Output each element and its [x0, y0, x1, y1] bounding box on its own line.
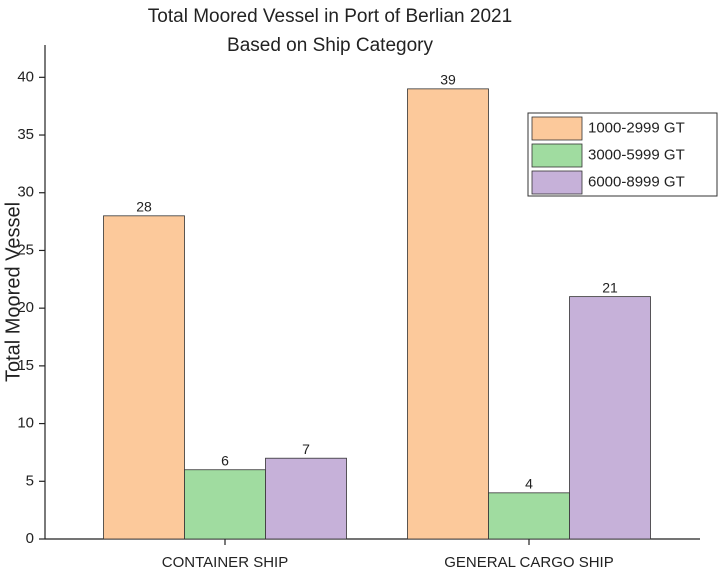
y-tick-label: 10 [17, 415, 34, 432]
y-tick-label: 15 [17, 357, 34, 374]
value-label: 28 [136, 199, 152, 215]
y-axis-title: Total Moored Vessel [2, 202, 24, 382]
y-tick-label: 20 [17, 299, 34, 316]
legend-label: 1000-2999 GT [588, 119, 685, 136]
value-label: 21 [602, 279, 618, 295]
y-tick-label: 30 [17, 184, 34, 201]
y-tick-label: 5 [26, 472, 34, 489]
y-tick-label: 25 [17, 241, 34, 258]
bar [569, 296, 651, 540]
bar [103, 215, 185, 540]
value-label: 6 [221, 452, 229, 468]
legend-label: 6000-8999 GT [588, 173, 685, 190]
bar [488, 492, 570, 540]
legend-label: 3000-5999 GT [588, 146, 685, 163]
x-tick-label: GENERAL CARGO SHIP [444, 554, 613, 571]
y-tick-label: 35 [17, 126, 34, 143]
legend-swatch [531, 170, 583, 195]
value-label: 39 [440, 72, 456, 88]
x-tick-label: CONTAINER SHIP [162, 554, 288, 571]
bar [265, 457, 347, 540]
bar [184, 469, 266, 540]
value-label: 4 [525, 476, 533, 492]
y-tick-label: 40 [17, 68, 34, 85]
legend-swatch [531, 116, 583, 141]
bar [407, 88, 489, 540]
chart-title: Total Moored Vessel in Port of Berlian 2… [148, 6, 512, 27]
value-label: 7 [302, 441, 310, 457]
chart-subtitle: Based on Ship Category [227, 35, 433, 56]
y-tick-label: 0 [26, 530, 34, 547]
legend-swatch [531, 143, 583, 168]
